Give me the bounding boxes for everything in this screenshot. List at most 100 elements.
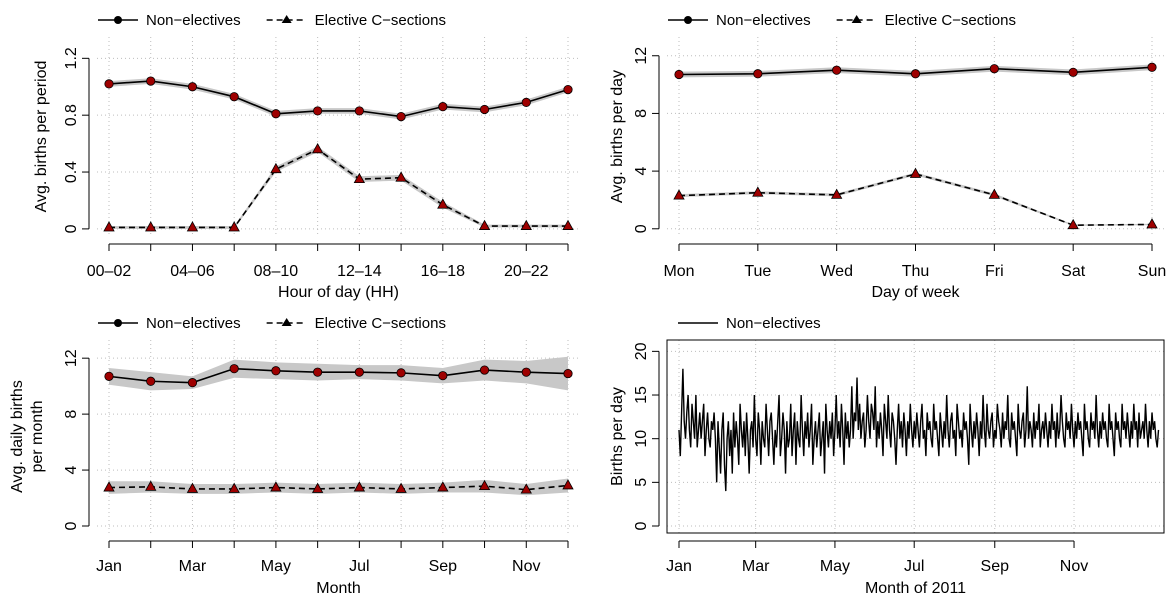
x-tick-label: 00–02 [87, 263, 132, 280]
legend-marker [114, 319, 122, 327]
data-point [988, 188, 1001, 199]
y-tick-label: 8 [63, 410, 80, 419]
y-tick-label: 0.4 [63, 161, 80, 183]
y-axis-title: Avg. daily births [9, 380, 26, 493]
series-0 [674, 62, 1157, 80]
y-tick-label: 20 [633, 342, 650, 360]
y-axis-title: per month [29, 400, 46, 472]
data-point [521, 97, 531, 107]
data-point [103, 221, 115, 232]
data-point [1067, 218, 1079, 230]
x-tick-label: 04–06 [170, 263, 215, 280]
series-line [108, 484, 569, 491]
y-axis-title: Births per day [609, 387, 626, 486]
data-point [479, 104, 490, 115]
x-axis-title: Month [316, 580, 360, 597]
series-0 [104, 356, 573, 391]
legend: Non−electives [678, 315, 821, 332]
data-point [395, 171, 407, 182]
x-tick-label: Jan [96, 558, 122, 575]
data-point [313, 367, 323, 377]
data-point [437, 481, 449, 492]
legend-marker [281, 15, 292, 23]
y-tick-label: 1.2 [63, 47, 80, 69]
data-point [311, 482, 324, 493]
x-tick-label: Nov [512, 558, 540, 575]
series-line [109, 148, 568, 229]
data-point [909, 167, 922, 178]
data-point [104, 371, 114, 381]
data-point [228, 221, 240, 232]
confidence-band [109, 478, 568, 496]
data-point [186, 482, 199, 493]
confidence-band [109, 356, 568, 391]
x-tick-label: Sun [1138, 263, 1166, 280]
data-point [562, 219, 574, 230]
data-point [989, 64, 999, 74]
confidence-band [109, 78, 568, 120]
data-point [753, 69, 763, 79]
x-axis-title: Month of 2011 [865, 580, 966, 597]
data-point [478, 219, 491, 230]
plot-frame [666, 339, 1165, 534]
x-tick-label: May [261, 558, 291, 575]
legend-label: Non−electives [146, 12, 241, 29]
data-point [104, 79, 114, 89]
data-point [396, 112, 406, 122]
data-point [186, 221, 199, 232]
legend-marker [114, 16, 122, 24]
data-point [910, 69, 921, 79]
data-point [313, 106, 323, 116]
legend-marker [281, 318, 292, 326]
data-point [673, 189, 685, 200]
y-tick-label: 15 [633, 386, 650, 404]
series-0 [104, 76, 573, 122]
data-point [311, 142, 324, 154]
x-tick-label: Tue [744, 263, 771, 280]
data-point [103, 481, 115, 492]
legend-label: Elective C−sections [885, 12, 1016, 29]
data-point [229, 364, 239, 374]
confidence-band [109, 146, 568, 229]
data-point [438, 371, 448, 381]
data-point [353, 172, 366, 184]
data-point [830, 188, 843, 199]
data-point [228, 482, 240, 493]
series-1 [673, 167, 1158, 230]
data-point [438, 102, 448, 112]
data-point [437, 198, 449, 209]
x-tick-label: Fri [985, 263, 1004, 280]
data-point [520, 483, 532, 494]
x-axis-title: Day of week [871, 284, 960, 301]
grid-lines [97, 37, 580, 236]
y-tick-label: 0 [63, 521, 80, 530]
x-tick-label: May [820, 558, 850, 575]
x-tick-label: Thu [902, 263, 930, 280]
data-point [187, 82, 198, 92]
data-point [146, 76, 156, 86]
x-tick-label: 12–14 [337, 263, 382, 280]
y-tick-label: 0 [63, 224, 80, 233]
data-point [353, 481, 366, 492]
data-point [354, 367, 364, 377]
data-point [229, 92, 239, 102]
y-tick-label: 8 [633, 109, 650, 118]
data-point [145, 480, 157, 491]
x-tick-label: Sep [981, 558, 1010, 575]
legend-label: Non−electives [146, 315, 241, 332]
legend-label: Non−electives [726, 315, 821, 332]
y-tick-label: 0 [633, 224, 650, 233]
y-tick-label: 12 [63, 349, 80, 367]
x-tick-label: Nov [1060, 558, 1088, 575]
data-point [270, 481, 282, 492]
data-point [146, 376, 156, 386]
data-point [145, 221, 157, 232]
x-tick-label: Jul [904, 558, 924, 575]
data-point [354, 106, 364, 116]
x-tick-label: Sat [1061, 263, 1086, 280]
legend-marker [851, 15, 862, 23]
y-tick-label: 10 [633, 430, 650, 448]
y-tick-label: 4 [63, 466, 80, 475]
data-point [479, 365, 490, 375]
